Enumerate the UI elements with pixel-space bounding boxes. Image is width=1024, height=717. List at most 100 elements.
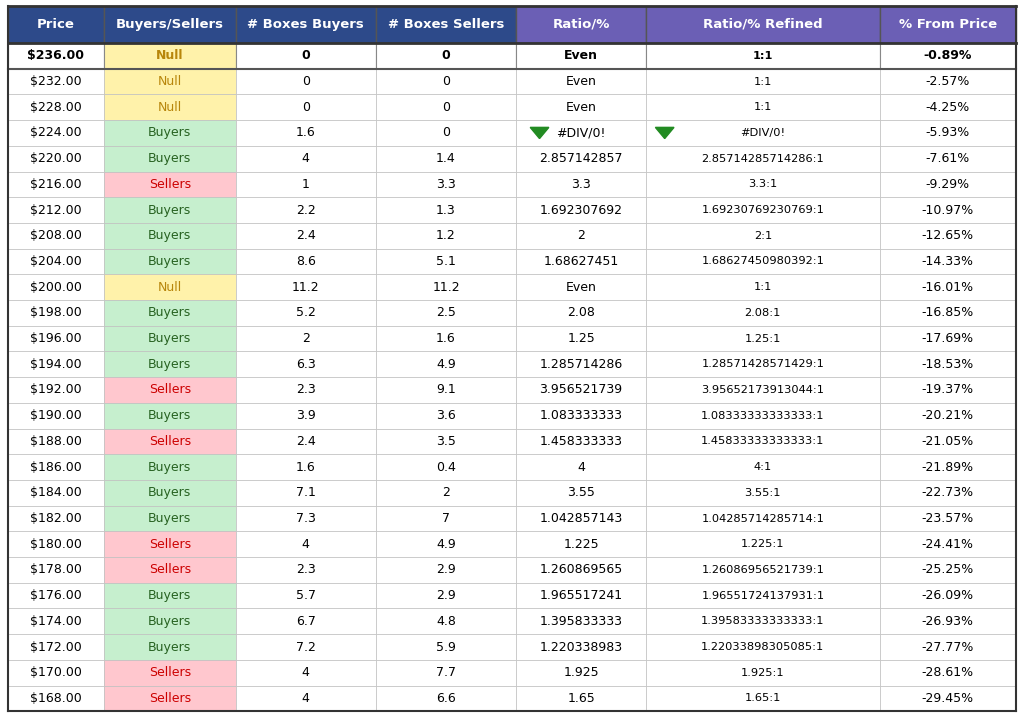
Text: $176.00: $176.00 xyxy=(30,589,82,602)
Bar xyxy=(516,95,646,120)
Bar xyxy=(376,275,516,300)
Bar xyxy=(880,326,1016,351)
Bar xyxy=(8,377,103,403)
Bar xyxy=(880,403,1016,429)
Text: 5.7: 5.7 xyxy=(296,589,315,602)
Bar xyxy=(103,685,236,711)
Text: $228.00: $228.00 xyxy=(30,101,82,114)
Text: Buyers: Buyers xyxy=(148,640,191,653)
Text: 1.925: 1.925 xyxy=(563,666,599,679)
Text: $180.00: $180.00 xyxy=(30,538,82,551)
Text: 4.9: 4.9 xyxy=(436,358,456,371)
Bar xyxy=(880,300,1016,326)
Bar xyxy=(103,223,236,249)
Text: 5.9: 5.9 xyxy=(436,640,456,653)
Bar xyxy=(8,171,103,197)
Bar xyxy=(8,403,103,429)
Text: Buyers: Buyers xyxy=(148,229,191,242)
Text: -26.93%: -26.93% xyxy=(922,614,974,628)
Text: 3.6: 3.6 xyxy=(436,409,456,422)
Bar xyxy=(646,685,880,711)
Text: 1.965517241: 1.965517241 xyxy=(540,589,623,602)
Bar xyxy=(236,275,376,300)
Text: Sellers: Sellers xyxy=(148,692,190,705)
Bar xyxy=(880,455,1016,480)
Bar xyxy=(376,557,516,583)
Bar xyxy=(376,685,516,711)
Text: 1.25: 1.25 xyxy=(567,332,595,345)
Text: 1.68627450980392:1: 1.68627450980392:1 xyxy=(701,257,824,267)
Text: 3.3:1: 3.3:1 xyxy=(749,179,777,189)
Bar xyxy=(646,634,880,660)
Text: Null: Null xyxy=(156,49,183,62)
Bar xyxy=(516,197,646,223)
Text: Ratio/%: Ratio/% xyxy=(552,18,609,31)
Text: $204.00: $204.00 xyxy=(30,255,82,268)
Bar xyxy=(880,120,1016,146)
Bar xyxy=(236,249,376,275)
Text: 5.1: 5.1 xyxy=(436,255,456,268)
Text: 3.9: 3.9 xyxy=(296,409,315,422)
Text: $200.00: $200.00 xyxy=(30,280,82,294)
Bar xyxy=(646,300,880,326)
Text: 2.4: 2.4 xyxy=(296,229,315,242)
Bar xyxy=(880,505,1016,531)
Text: $172.00: $172.00 xyxy=(30,640,82,653)
Bar xyxy=(103,326,236,351)
Bar xyxy=(516,171,646,197)
Text: 1.04285714285714:1: 1.04285714285714:1 xyxy=(701,513,824,523)
Text: 2.2: 2.2 xyxy=(296,204,315,217)
Bar xyxy=(376,120,516,146)
Text: -22.73%: -22.73% xyxy=(922,486,974,499)
Text: Sellers: Sellers xyxy=(148,564,190,576)
Text: 1.68627451: 1.68627451 xyxy=(544,255,618,268)
Bar xyxy=(880,6,1016,43)
Bar xyxy=(8,43,103,69)
Bar xyxy=(236,557,376,583)
Polygon shape xyxy=(530,128,549,138)
Text: 0: 0 xyxy=(442,101,450,114)
Bar xyxy=(103,249,236,275)
Bar xyxy=(8,583,103,609)
Bar xyxy=(8,685,103,711)
Bar xyxy=(376,403,516,429)
Text: -4.25%: -4.25% xyxy=(926,101,970,114)
Text: 1.45833333333333:1: 1.45833333333333:1 xyxy=(701,437,824,447)
Text: #DIV/0!: #DIV/0! xyxy=(740,128,785,138)
Bar xyxy=(236,660,376,685)
Text: -28.61%: -28.61% xyxy=(922,666,974,679)
Bar xyxy=(646,6,880,43)
Bar xyxy=(236,583,376,609)
Text: Null: Null xyxy=(158,280,182,294)
Text: Buyers: Buyers xyxy=(148,306,191,319)
Text: 3.95652173913044:1: 3.95652173913044:1 xyxy=(701,385,824,395)
Text: 7.3: 7.3 xyxy=(296,512,315,525)
Bar xyxy=(103,557,236,583)
Bar xyxy=(516,120,646,146)
Text: 1:1: 1:1 xyxy=(754,282,772,293)
Text: 2.08:1: 2.08:1 xyxy=(744,308,781,318)
Bar xyxy=(646,120,880,146)
Text: 2.3: 2.3 xyxy=(296,384,315,397)
Text: 3.956521739: 3.956521739 xyxy=(540,384,623,397)
Bar xyxy=(516,429,646,455)
Text: 11.2: 11.2 xyxy=(432,280,460,294)
Text: Buyers/Sellers: Buyers/Sellers xyxy=(116,18,223,31)
Bar xyxy=(236,351,376,377)
Text: 4.8: 4.8 xyxy=(436,614,456,628)
Bar xyxy=(236,197,376,223)
Text: 7.1: 7.1 xyxy=(296,486,315,499)
Bar xyxy=(8,557,103,583)
Bar xyxy=(646,197,880,223)
Text: Price: Price xyxy=(37,18,75,31)
Bar xyxy=(516,531,646,557)
Bar xyxy=(376,249,516,275)
Bar xyxy=(236,685,376,711)
Bar xyxy=(103,146,236,171)
Text: Buyers: Buyers xyxy=(148,460,191,474)
Bar xyxy=(236,6,376,43)
Bar xyxy=(880,685,1016,711)
Text: 4: 4 xyxy=(302,152,309,165)
Polygon shape xyxy=(655,128,674,138)
Text: Buyers: Buyers xyxy=(148,589,191,602)
